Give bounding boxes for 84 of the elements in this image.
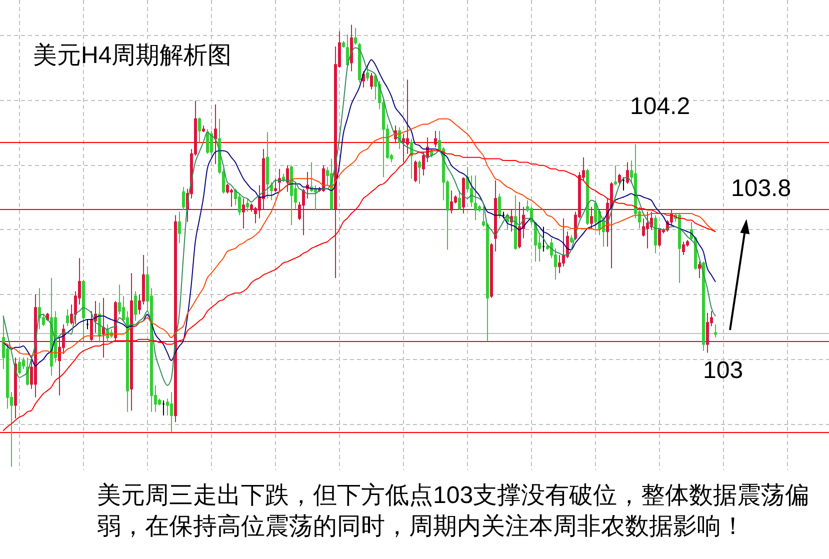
candlestick xyxy=(102,297,105,358)
candlestick xyxy=(342,40,345,48)
candlestick xyxy=(542,226,545,252)
candlestick xyxy=(286,164,289,192)
text: 103.8 xyxy=(731,175,792,202)
candlestick xyxy=(518,202,521,249)
candlestick xyxy=(66,308,69,327)
candlestick xyxy=(182,186,185,210)
annotation: 104.2 xyxy=(630,93,690,120)
candlestick xyxy=(230,188,233,208)
candlestick xyxy=(586,168,589,226)
candlestick xyxy=(98,302,101,344)
candlestick xyxy=(346,34,349,67)
candlestick xyxy=(322,164,325,192)
candlestick xyxy=(82,279,85,342)
candlestick xyxy=(654,214,657,254)
candlestick xyxy=(370,72,373,90)
candlestick xyxy=(354,27,357,46)
candlestick xyxy=(242,198,245,230)
candlestick xyxy=(410,138,413,180)
candlestick xyxy=(434,130,437,148)
candlestick xyxy=(14,357,17,420)
candlestick xyxy=(490,242,493,298)
candlestick xyxy=(282,173,285,183)
candlestick xyxy=(266,132,269,199)
candlestick xyxy=(174,214,177,423)
candlestick xyxy=(494,180,497,252)
candlestick xyxy=(18,357,21,374)
candlestick xyxy=(590,206,593,230)
candlestick xyxy=(418,160,421,184)
candlestick xyxy=(290,164,293,226)
candlestick xyxy=(658,228,661,248)
candlestick xyxy=(450,190,453,214)
candlestick xyxy=(134,290,137,322)
candlestick xyxy=(414,160,417,183)
candlestick xyxy=(618,173,621,186)
candlestick xyxy=(702,261,705,352)
candlestick xyxy=(678,212,681,284)
text: 美元H4周期解析图 xyxy=(33,42,232,69)
annotation: 103 xyxy=(703,357,744,384)
candlestick xyxy=(514,194,517,250)
candlestick xyxy=(106,324,109,344)
candlestick xyxy=(46,312,49,322)
candlestick xyxy=(350,24,353,72)
candlestick xyxy=(270,182,273,201)
candlestick xyxy=(706,312,709,354)
candlestick xyxy=(178,211,181,244)
candlestick xyxy=(170,392,173,432)
candlestick xyxy=(714,324,717,338)
candlestick xyxy=(214,104,217,164)
candlestick xyxy=(474,174,477,221)
candlestick xyxy=(114,300,117,342)
candlestick xyxy=(302,188,305,236)
candlestick xyxy=(570,234,573,244)
candlestick xyxy=(502,211,505,219)
candlestick xyxy=(622,176,625,192)
candlestick xyxy=(682,241,685,256)
candlestick xyxy=(210,130,213,156)
text: 美元周三走出下跌，但下方低点103支撑没有破位，整体数据震荡偏弱，在保持高位震荡的同时，周期内关注本周非农数据影响！ xyxy=(97,482,810,540)
candlestick xyxy=(246,198,249,212)
candlestick xyxy=(610,182,613,269)
candlestick xyxy=(358,42,361,84)
candlestick xyxy=(534,221,537,262)
candlestick xyxy=(130,272,133,412)
candlestick xyxy=(646,211,649,249)
candlestick xyxy=(510,209,513,232)
candlestick xyxy=(614,164,617,186)
candlestick xyxy=(38,288,41,330)
candlestick xyxy=(206,128,209,154)
candlestick xyxy=(274,178,277,192)
candlestick xyxy=(86,319,89,330)
candlestick xyxy=(50,278,53,376)
candlestick xyxy=(698,261,701,279)
candlestick xyxy=(278,168,281,192)
candlestick xyxy=(626,162,629,184)
candlestick xyxy=(202,125,205,133)
candlestick xyxy=(366,64,369,82)
candlestick xyxy=(458,190,461,210)
candlestick xyxy=(22,357,25,370)
candlestick xyxy=(198,117,201,143)
candlestick xyxy=(162,400,165,416)
candlestick xyxy=(498,193,501,219)
candlestick xyxy=(306,171,309,199)
candlestick xyxy=(462,176,465,214)
